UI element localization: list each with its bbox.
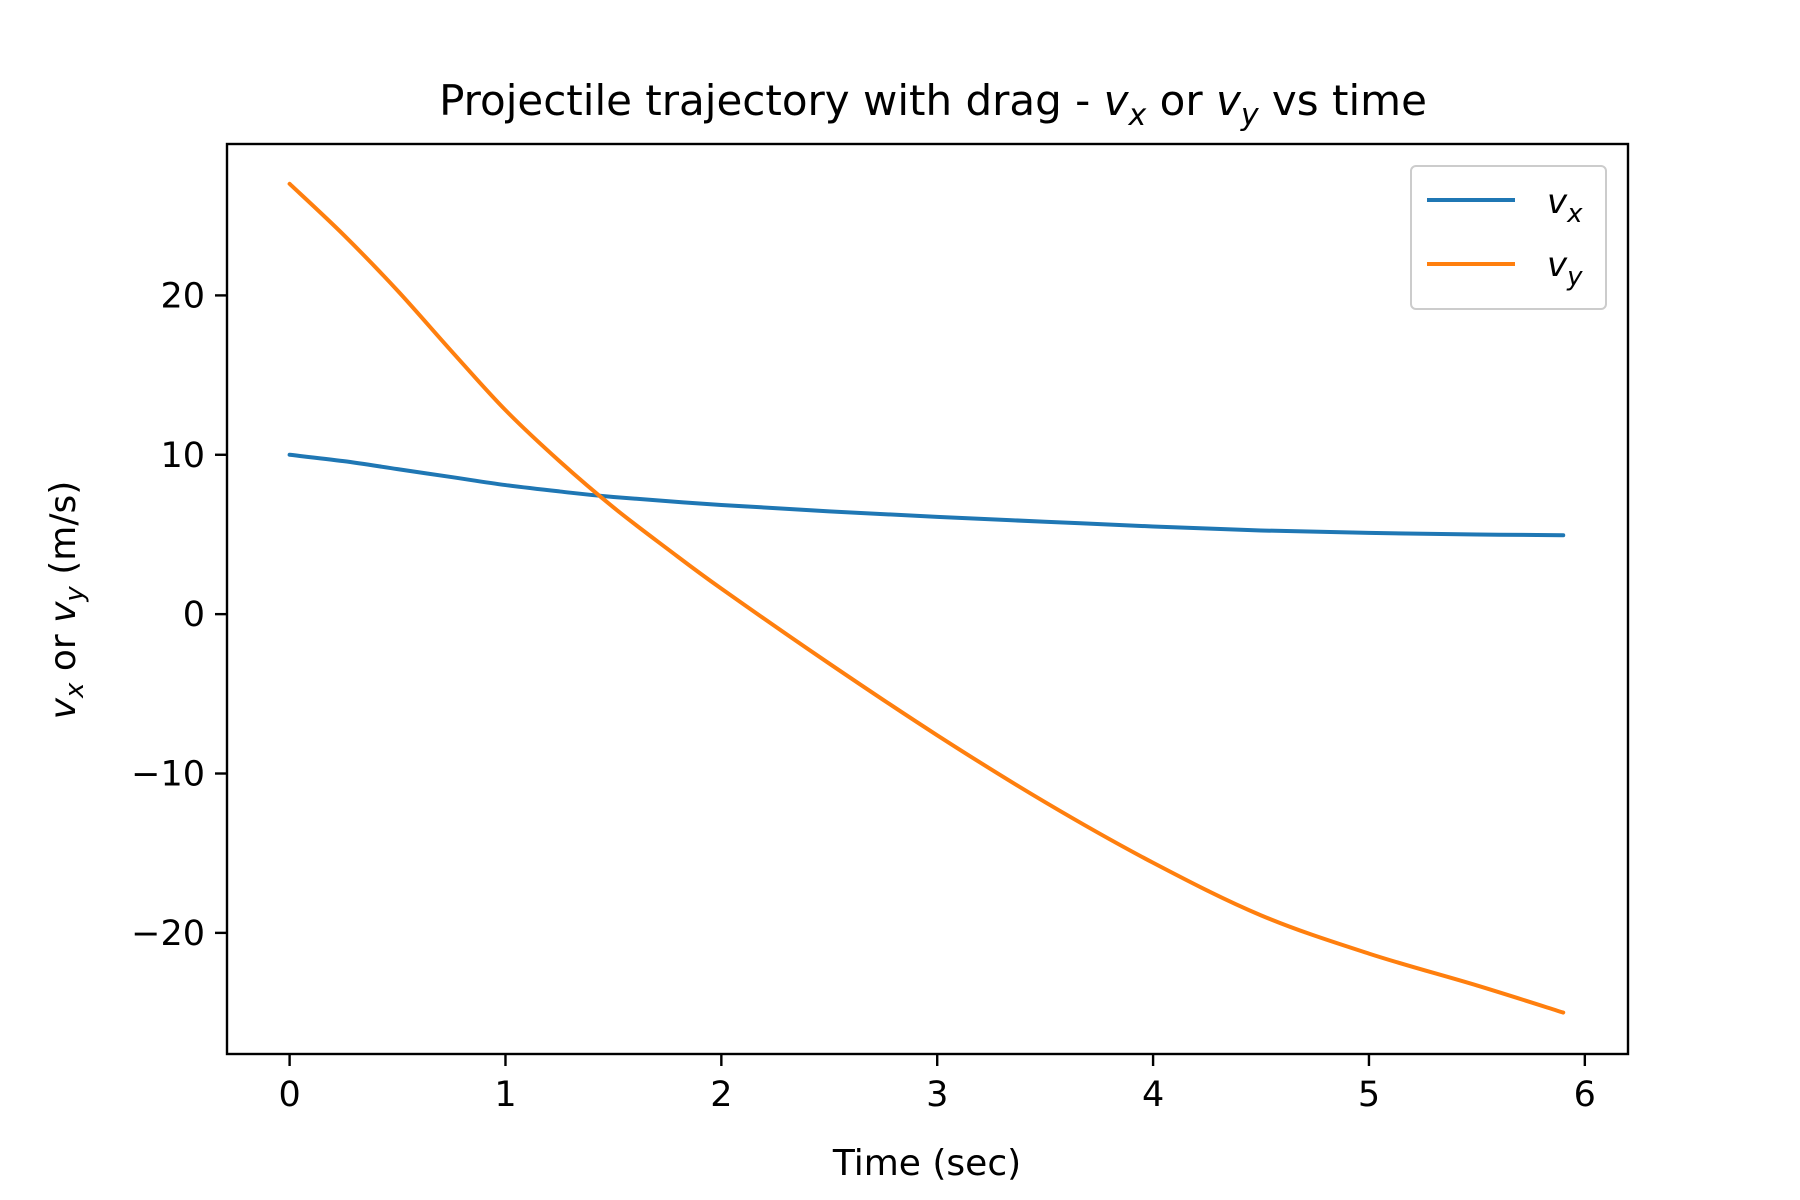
x-axis: 0 1 2 3 4 5 6 bbox=[278, 1054, 1596, 1115]
chart-title: Projectile trajectory with drag - vx or … bbox=[439, 76, 1427, 133]
y-tick-label: 0 bbox=[183, 595, 205, 635]
y-tick-label: −20 bbox=[131, 914, 205, 954]
x-axis-label: Time (sec) bbox=[832, 1143, 1021, 1184]
series-group bbox=[287, 181, 1566, 1015]
plot-area bbox=[225, 142, 1630, 1056]
y-tick-label: 10 bbox=[160, 436, 205, 476]
x-tick-label: 2 bbox=[710, 1075, 732, 1115]
legend-label-vx: vx bbox=[1547, 182, 1583, 229]
legend-label-vy: vy bbox=[1547, 245, 1583, 292]
y-axis-label: vx or vy (m/s) bbox=[43, 481, 90, 720]
series-line-vy bbox=[287, 181, 1566, 1015]
x-tick-label: 1 bbox=[494, 1075, 516, 1115]
x-tick-label: 4 bbox=[1142, 1075, 1164, 1115]
y-tick-label: −10 bbox=[131, 755, 205, 795]
axes-frame bbox=[225, 142, 1630, 1056]
series-line-vx bbox=[287, 452, 1566, 538]
x-tick-label: 0 bbox=[278, 1075, 300, 1115]
x-tick-label: 3 bbox=[926, 1075, 948, 1115]
y-axis: −20 −10 0 10 20 bbox=[131, 276, 227, 954]
x-tick-label: 6 bbox=[1574, 1075, 1596, 1115]
legend: vx vy bbox=[1410, 165, 1607, 310]
y-tick-label: 20 bbox=[160, 276, 205, 316]
x-tick-label: 5 bbox=[1358, 1075, 1380, 1115]
